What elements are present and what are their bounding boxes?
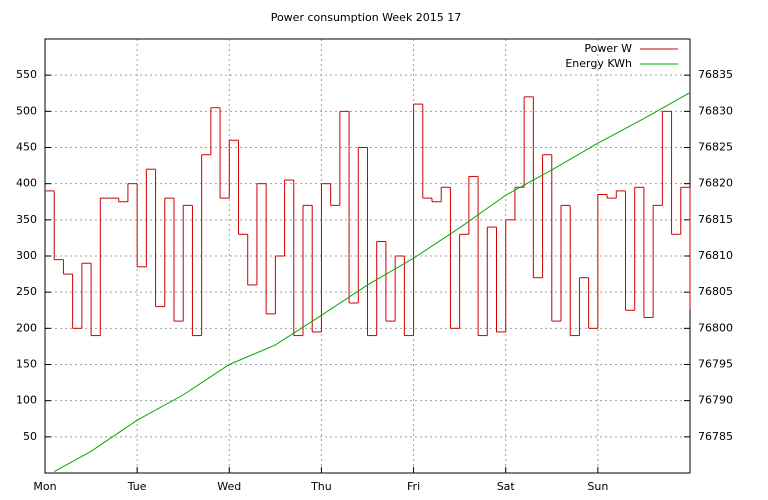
- y-tick-label: 200: [16, 321, 37, 334]
- y2-tick-label: 76825: [698, 141, 733, 154]
- legend-label: Energy KWh: [565, 57, 632, 70]
- energy-line: [53, 92, 691, 472]
- x-tick-label: Fri: [407, 480, 420, 493]
- y-tick-label: 300: [16, 249, 37, 262]
- legend-label: Power W: [584, 42, 632, 55]
- y2-tick-label: 76815: [698, 213, 733, 226]
- y-tick-label: 100: [16, 394, 37, 407]
- y2-tick-label: 76805: [698, 285, 733, 298]
- x-tick-label: Tue: [127, 480, 147, 493]
- y2-tick-label: 76830: [698, 104, 733, 117]
- y2-tick-label: 76820: [698, 177, 733, 190]
- y2-tick-label: 76790: [698, 394, 733, 407]
- y-tick-label: 50: [23, 430, 37, 443]
- y-tick-label: 450: [16, 141, 37, 154]
- y2-tick-label: 76800: [698, 321, 733, 334]
- x-tick-label: Mon: [33, 480, 56, 493]
- y-tick-label: 150: [16, 358, 37, 371]
- chart-title: Power consumption Week 2015 17: [271, 11, 462, 24]
- y2-tick-label: 76835: [698, 68, 733, 81]
- x-tick-label: Wed: [217, 480, 241, 493]
- y-tick-label: 350: [16, 213, 37, 226]
- x-tick-label: Sun: [587, 480, 608, 493]
- y-tick-label: 500: [16, 104, 37, 117]
- y2-tick-label: 76810: [698, 249, 733, 262]
- y2-tick-label: 76795: [698, 358, 733, 371]
- y-tick-label: 550: [16, 68, 37, 81]
- y-tick-label: 250: [16, 285, 37, 298]
- x-tick-label: Sat: [497, 480, 516, 493]
- x-tick-label: Thu: [310, 480, 332, 493]
- y2-tick-label: 76785: [698, 430, 733, 443]
- y-tick-label: 400: [16, 177, 37, 190]
